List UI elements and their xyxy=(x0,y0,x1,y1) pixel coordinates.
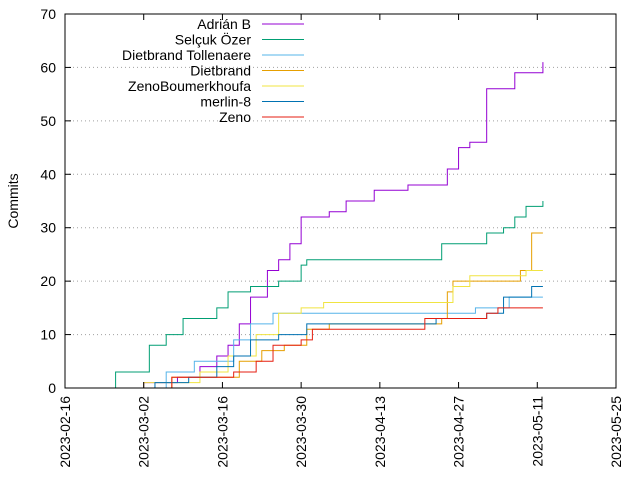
x-tick-label: 2023-04-13 xyxy=(372,396,388,468)
y-tick-label: 40 xyxy=(40,166,56,182)
legend-label: merlin-8 xyxy=(200,94,251,110)
series-line-1 xyxy=(115,201,544,388)
series-line-4 xyxy=(126,269,543,389)
legend-label: Dietbrand xyxy=(190,63,251,79)
series-line-6 xyxy=(166,307,543,389)
x-tick-label: 2023-03-02 xyxy=(136,396,152,468)
y-tick-label: 30 xyxy=(40,220,56,236)
x-tick-label: 2023-02-16 xyxy=(57,396,73,468)
legend-label: Adrián B xyxy=(197,16,251,32)
legend-label: Dietbrand Tollenaere xyxy=(122,47,251,63)
x-tick-label: 2023-04-27 xyxy=(451,396,467,468)
plot-frame xyxy=(64,13,617,389)
x-tick-label: 2023-03-16 xyxy=(214,396,230,468)
series-lines xyxy=(115,62,544,389)
y-tick-label: 70 xyxy=(40,6,56,22)
y-tick-label: 0 xyxy=(48,380,56,396)
y-axis-label: Commits xyxy=(5,173,21,228)
legend-label: ZenoBoumerkhoufa xyxy=(128,78,251,94)
series-line-3 xyxy=(143,232,543,389)
y-tick-label: 20 xyxy=(40,273,56,289)
x-tick-label: 2023-03-30 xyxy=(293,396,309,468)
axis-ticks: 0 10 20 30 40 50 60 70 2023-02-16 2023-03-02 2023-… xyxy=(40,6,624,468)
x-tick-label: 2023-05-11 xyxy=(529,396,545,467)
series-line-0 xyxy=(132,62,544,389)
y-tick-label: 10 xyxy=(40,327,56,343)
series-line-5 xyxy=(143,285,543,389)
grid-lines xyxy=(65,66,616,336)
x-tick-label: 2023-05-25 xyxy=(608,396,624,468)
y-tick-label: 50 xyxy=(40,113,56,129)
legend-label: Zeno xyxy=(219,109,251,125)
series-line-2 xyxy=(121,296,543,389)
legend-label: Selçuk Özer xyxy=(175,31,252,48)
y-tick-label: 60 xyxy=(40,59,56,75)
